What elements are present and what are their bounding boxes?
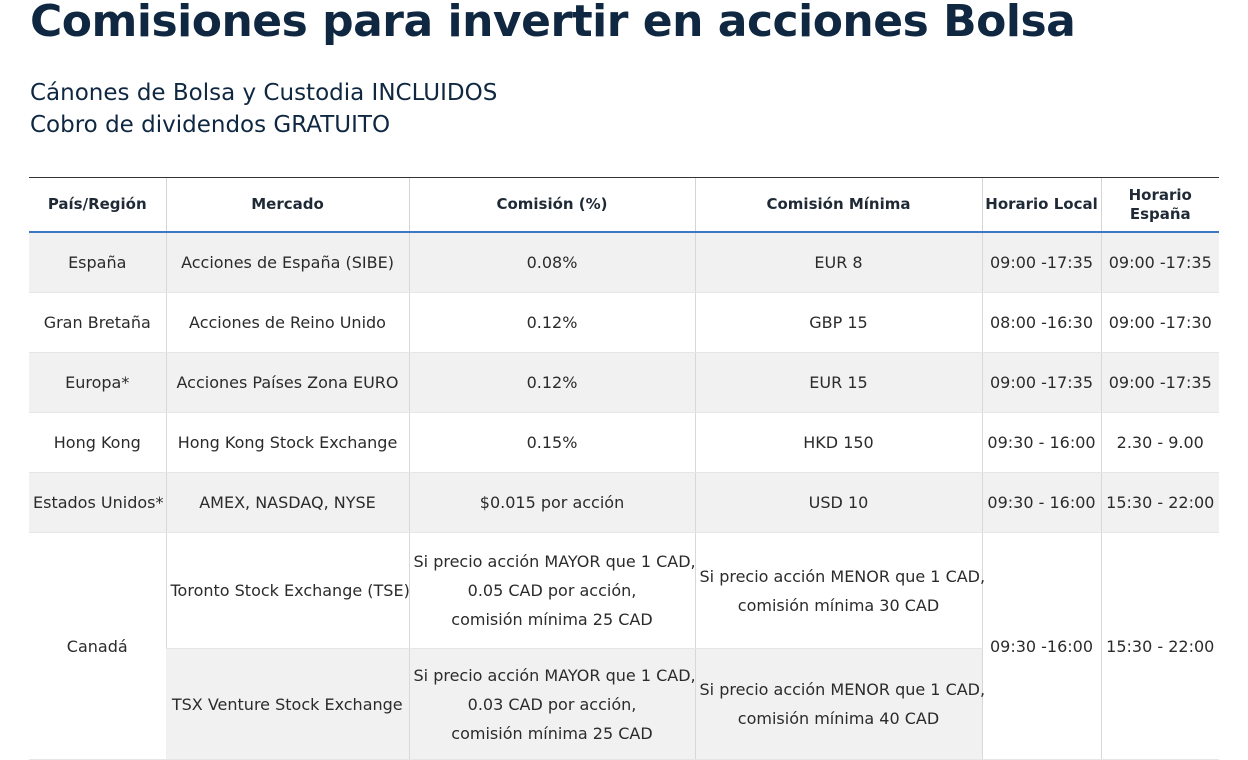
cell-country: Europa* [29, 352, 166, 413]
header-minimum-commission: Comisión Mínima [694, 177, 982, 233]
commission-line: 0.05 CAD por acción, [467, 581, 637, 600]
commission-line: Si precio acción MAYOR que 1 CAD, [413, 552, 696, 571]
cell-spain-hours: 09:00 -17:35 [1100, 232, 1219, 293]
cell-minimum-commission: USD 10 [694, 472, 982, 533]
cell-commission: Si precio acción MAYOR que 1 CAD, 0.03 C… [408, 648, 696, 760]
cell-local-hours: 09:30 -16:00 [981, 532, 1101, 760]
table-row: Hong Kong Hong Kong Stock Exchange 0.15%… [29, 412, 1219, 473]
cell-local-hours: 09:30 - 16:00 [981, 472, 1101, 533]
table-row: España Acciones de España (SIBE) 0.08% E… [29, 232, 1219, 293]
cell-country: Gran Bretaña [29, 292, 166, 353]
cell-spain-hours: 09:00 -17:35 [1100, 352, 1219, 413]
cell-minimum-commission: EUR 8 [694, 232, 982, 293]
cell-country: Canadá [29, 532, 166, 760]
cell-spain-hours: 09:00 -17:30 [1100, 292, 1219, 353]
cell-minimum-commission: Si precio acción MENOR que 1 CAD, comisi… [694, 532, 986, 649]
cell-market: Acciones Países Zona EURO [165, 352, 409, 413]
header-country: País/Región [29, 177, 166, 233]
minimum-line: Si precio acción MENOR que 1 CAD, [699, 680, 986, 699]
table-row: Estados Unidos* AMEX, NASDAQ, NYSE $0.01… [29, 472, 1219, 533]
cell-commission: 0.15% [408, 412, 695, 473]
commission-line: comisión mínima 25 CAD [451, 610, 653, 629]
cell-local-hours: 09:30 - 16:00 [981, 412, 1101, 473]
page-subtitle: Cánones de Bolsa y Custodia INCLUIDOS Co… [30, 77, 497, 141]
commissions-table: País/Región Mercado Comisión (%) Comisió… [29, 177, 1219, 760]
cell-market: AMEX, NASDAQ, NYSE [165, 472, 409, 533]
cell-commission: 0.08% [408, 232, 695, 293]
cell-market: Acciones de España (SIBE) [165, 232, 409, 293]
cell-country: Hong Kong [29, 412, 166, 473]
cell-market: Toronto Stock Exchange (TSE) [165, 532, 410, 649]
cell-spain-hours: 15:30 - 22:00 [1100, 532, 1219, 760]
cell-commission: $0.015 por acción [408, 472, 695, 533]
table-row-canada-tse: Canadá Toronto Stock Exchange (TSE) Si p… [29, 532, 1219, 760]
cell-local-hours: 09:00 -17:35 [981, 352, 1101, 413]
cell-country: Estados Unidos* [29, 472, 166, 533]
cell-spain-hours: 15:30 - 22:00 [1100, 472, 1219, 533]
cell-country: España [29, 232, 166, 293]
cell-minimum-commission: Si precio acción MENOR que 1 CAD, comisi… [694, 648, 986, 760]
commission-line: 0.03 CAD por acción, [467, 694, 637, 714]
cell-spain-hours: 2.30 - 9.00 [1100, 412, 1219, 473]
table-row: Gran Bretaña Acciones de Reino Unido 0.1… [29, 292, 1219, 353]
minimum-line: comisión mínima 30 CAD [737, 595, 940, 615]
minimum-line: Si precio acción MENOR que 1 CAD, [699, 566, 986, 586]
cell-local-hours: 09:00 -17:35 [981, 232, 1101, 293]
header-local-hours: Horario Local [981, 177, 1101, 233]
commission-line: Si precio acción MAYOR que 1 CAD, [413, 665, 696, 685]
header-commission: Comisión (%) [408, 177, 695, 233]
table-header-row: País/Región Mercado Comisión (%) Comisió… [29, 177, 1219, 233]
commission-line: comisión mínima 25 CAD [451, 723, 653, 743]
cell-market: Acciones de Reino Unido [165, 292, 409, 353]
cell-market: Hong Kong Stock Exchange [165, 412, 409, 473]
cell-local-hours: 08:00 -16:30 [981, 292, 1101, 353]
cell-market: TSX Venture Stock Exchange [166, 648, 409, 760]
header-market: Mercado [165, 177, 409, 233]
subtitle-line-custody: Cánones de Bolsa y Custodia INCLUIDOS [30, 80, 498, 106]
cell-minimum-commission: GBP 15 [694, 292, 982, 353]
table-row: Europa* Acciones Países Zona EURO 0.12% … [29, 352, 1219, 413]
cell-minimum-commission: HKD 150 [694, 412, 982, 473]
subtitle-line-dividends: Cobro de dividendos GRATUITO [30, 112, 391, 138]
cell-minimum-commission: EUR 15 [694, 352, 982, 413]
cell-commission: 0.12% [408, 292, 695, 353]
cell-commission: 0.12% [408, 352, 695, 413]
cell-commission: Si precio acción MAYOR que 1 CAD, 0.05 C… [408, 532, 696, 649]
page-title: Comisiones para invertir en acciones Bol… [30, 0, 1076, 47]
minimum-line: comisión mínima 40 CAD [737, 709, 940, 728]
header-spain-hours: Horario España [1100, 177, 1219, 233]
